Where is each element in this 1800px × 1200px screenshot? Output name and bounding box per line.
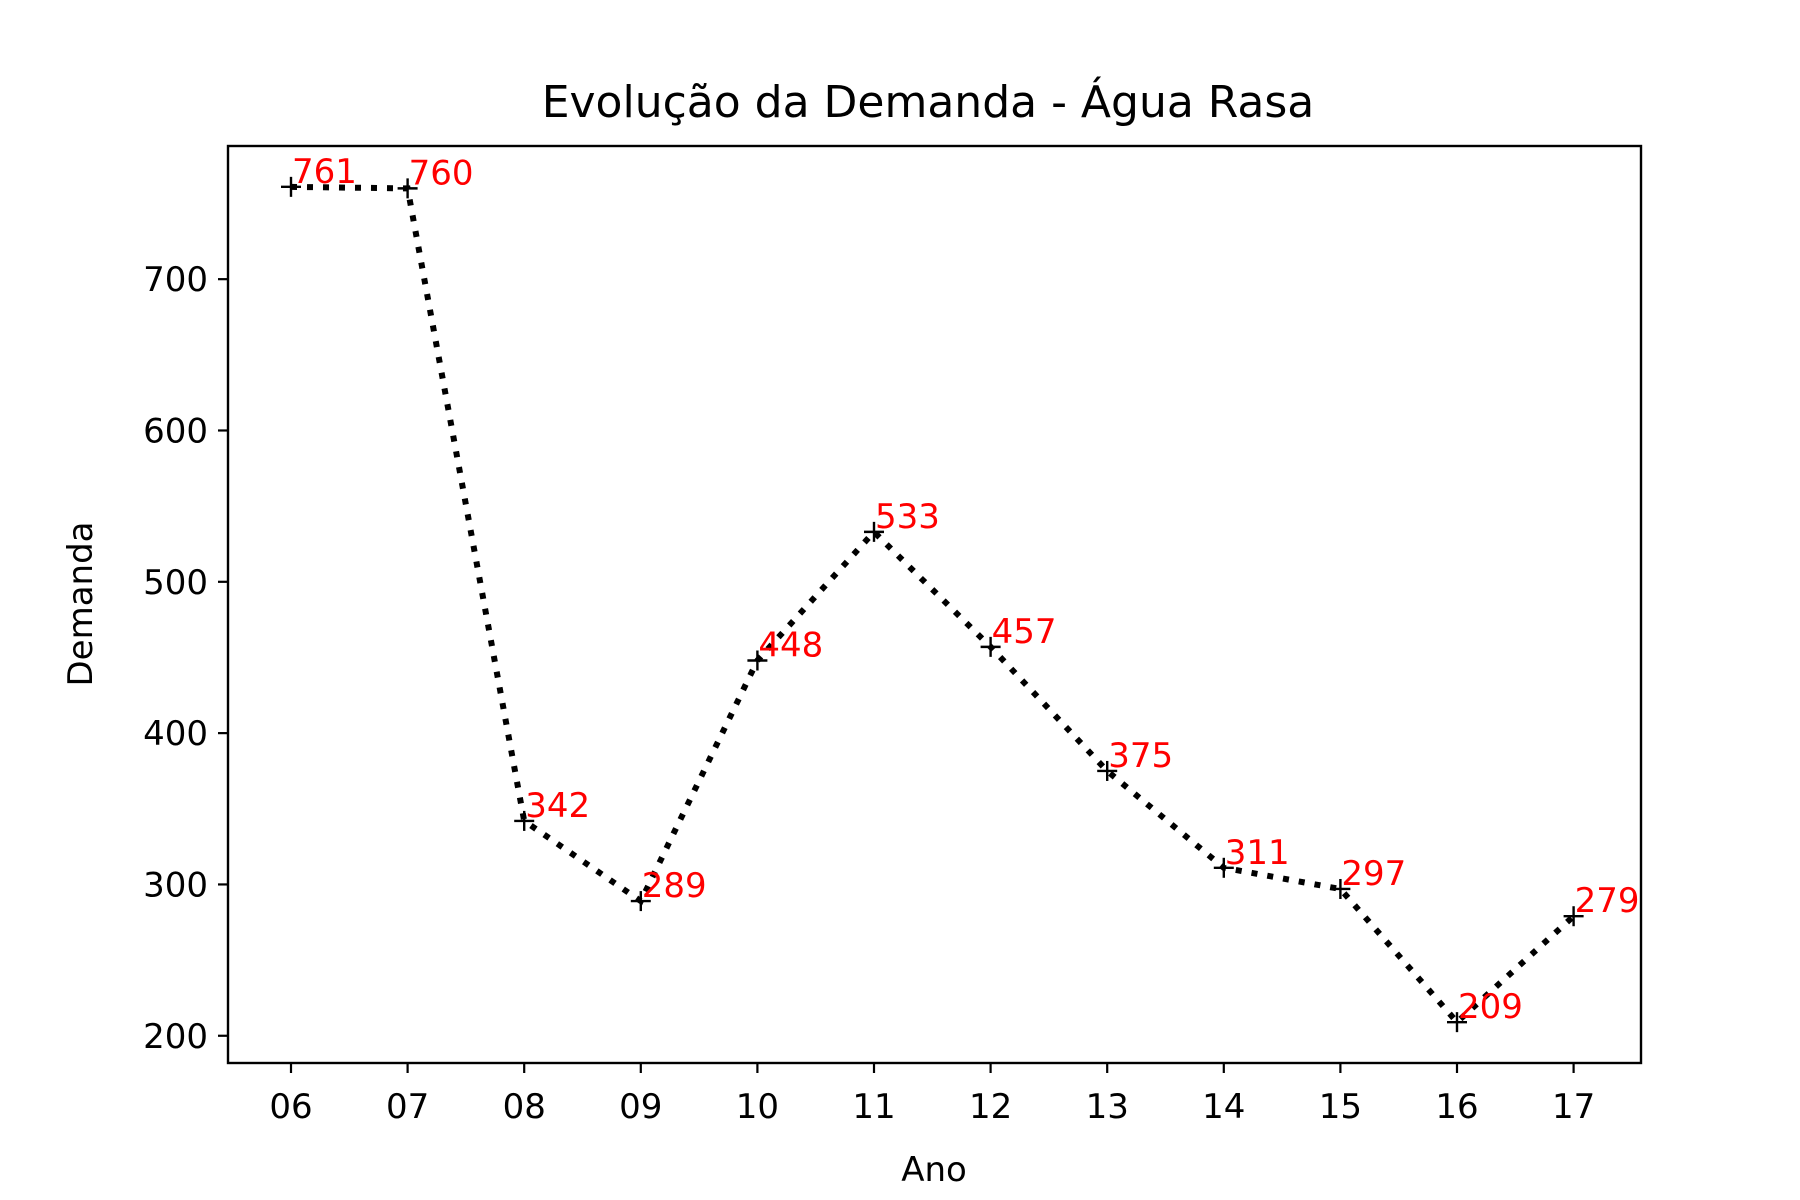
data-label: 375 (1108, 736, 1173, 776)
y-tick-label: 400 (143, 714, 208, 754)
data-label: 311 (1225, 833, 1290, 873)
data-label: 448 (758, 625, 823, 665)
y-axis: 200 300 400 500 600 700 (143, 260, 228, 1057)
x-tick-label: 14 (1202, 1087, 1245, 1127)
markers-group (281, 176, 1584, 1033)
data-label: 342 (525, 786, 590, 826)
x-tick-label: 10 (736, 1087, 779, 1127)
data-point-marker (1563, 906, 1584, 927)
data-label: 297 (1341, 854, 1406, 894)
x-tick-label: 08 (503, 1087, 546, 1127)
y-tick-label: 300 (143, 865, 208, 905)
y-tick-label: 700 (143, 260, 208, 300)
y-tick-label: 600 (143, 411, 208, 451)
data-label: 761 (292, 152, 357, 192)
x-tick-label: 15 (1319, 1087, 1362, 1127)
data-point-marker (630, 891, 651, 912)
data-point-marker (1097, 760, 1118, 781)
data-point-marker (980, 636, 1001, 657)
data-point-marker (864, 521, 884, 542)
data-label: 533 (875, 497, 940, 537)
data-label: 760 (409, 153, 474, 193)
series-line (290, 183, 1576, 1027)
x-tick-label: 06 (269, 1087, 312, 1127)
x-axis: 06 07 08 09 10 11 12 13 14 15 16 17 (269, 1063, 1595, 1127)
data-point-marker (1213, 857, 1234, 878)
data-point-marker (1330, 878, 1351, 899)
y-tick-label: 500 (143, 563, 208, 603)
data-point-marker (1447, 1012, 1467, 1033)
data-point-marker (514, 810, 535, 831)
data-labels-group: 761 760 342 289 448 533 457 375 311 297 209 279 (292, 152, 1640, 1027)
x-tick-label: 12 (969, 1087, 1012, 1127)
x-tick-label: 13 (1086, 1087, 1129, 1127)
data-label: 209 (1458, 987, 1523, 1027)
y-axis-label: Demanda (61, 521, 101, 686)
x-tick-label: 16 (1435, 1087, 1478, 1127)
x-tick-label: 09 (619, 1087, 662, 1127)
series-line-group (290, 183, 1576, 1027)
x-tick-label: 17 (1552, 1087, 1595, 1127)
x-tick-label: 11 (852, 1087, 895, 1127)
data-label: 289 (642, 866, 707, 906)
x-tick-label: 07 (386, 1087, 429, 1127)
data-point-marker (281, 176, 301, 197)
data-point-marker (397, 178, 418, 199)
data-label: 279 (1575, 881, 1640, 921)
data-point-marker (747, 650, 768, 671)
data-label: 457 (992, 612, 1057, 652)
chart-title: Evolução da Demanda - Água Rasa (542, 75, 1315, 128)
x-axis-label: Ano (901, 1150, 967, 1190)
plot-border (226, 144, 1643, 1065)
y-tick-label: 200 (143, 1017, 208, 1057)
plot-area (226, 144, 1643, 1065)
